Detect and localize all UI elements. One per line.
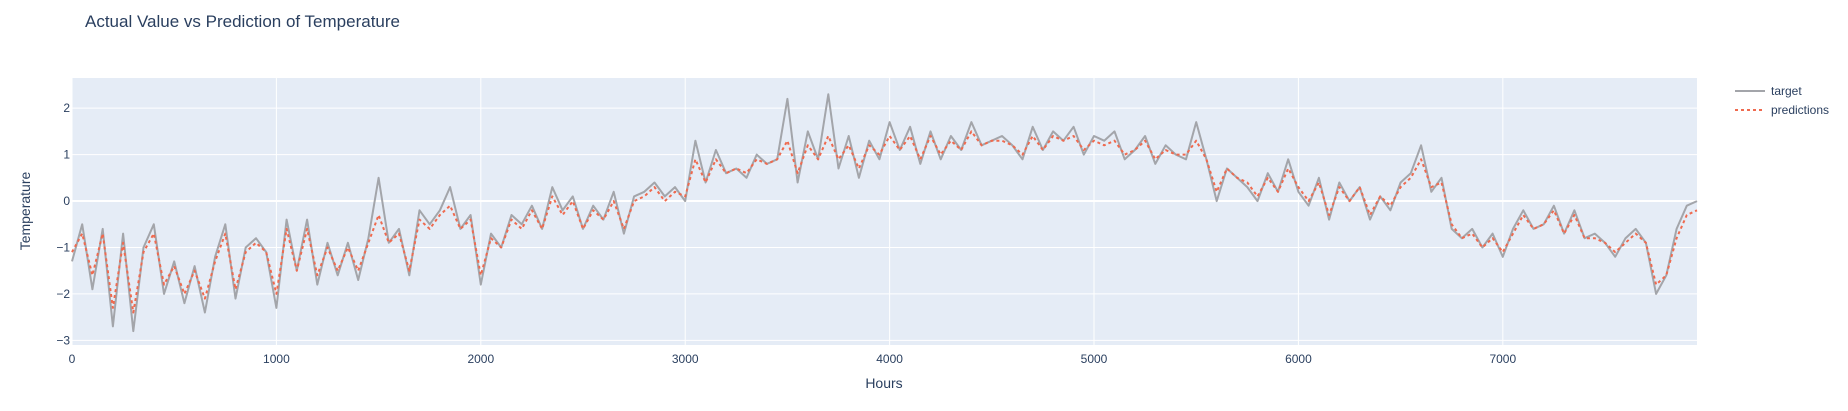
x-tick-label: 1000 [263, 352, 290, 366]
legend-item-target[interactable]: target [1735, 84, 1802, 98]
y-tick-label: 2 [63, 101, 70, 115]
legend-label-predictions: predictions [1771, 103, 1829, 117]
y-tick-label: 0 [63, 194, 70, 208]
x-axis-ticks: 0 1000 2000 3000 4000 5000 6000 7000 [69, 352, 1517, 366]
legend-item-predictions[interactable]: predictions [1735, 103, 1829, 117]
x-tick-label: 2000 [467, 352, 494, 366]
y-tick-label: −3 [56, 333, 70, 347]
x-tick-label: 7000 [1489, 352, 1516, 366]
y-axis-title: Temperature [17, 171, 33, 250]
y-axis-ticks: −3 −2 −1 0 1 2 [56, 101, 70, 347]
y-tick-label: −1 [56, 240, 70, 254]
legend: target predictions [1735, 84, 1829, 117]
plot-area[interactable] [72, 78, 1697, 345]
x-tick-label: 6000 [1285, 352, 1312, 366]
chart-title: Actual Value vs Prediction of Temperatur… [85, 12, 400, 31]
legend-label-target: target [1771, 84, 1802, 98]
x-tick-label: 4000 [876, 352, 903, 366]
series-layer [71, 93, 1698, 333]
series-line-predictions[interactable] [71, 130, 1698, 314]
y-gridlines [72, 107, 1697, 341]
series-line-target[interactable] [71, 93, 1698, 333]
x-tick-label: 0 [69, 352, 76, 366]
y-tick-label: −2 [56, 287, 70, 301]
x-tick-label: 3000 [672, 352, 699, 366]
x-tick-label: 5000 [1081, 352, 1108, 366]
x-axis-title: Hours [865, 375, 902, 391]
y-tick-label: 1 [63, 148, 70, 162]
